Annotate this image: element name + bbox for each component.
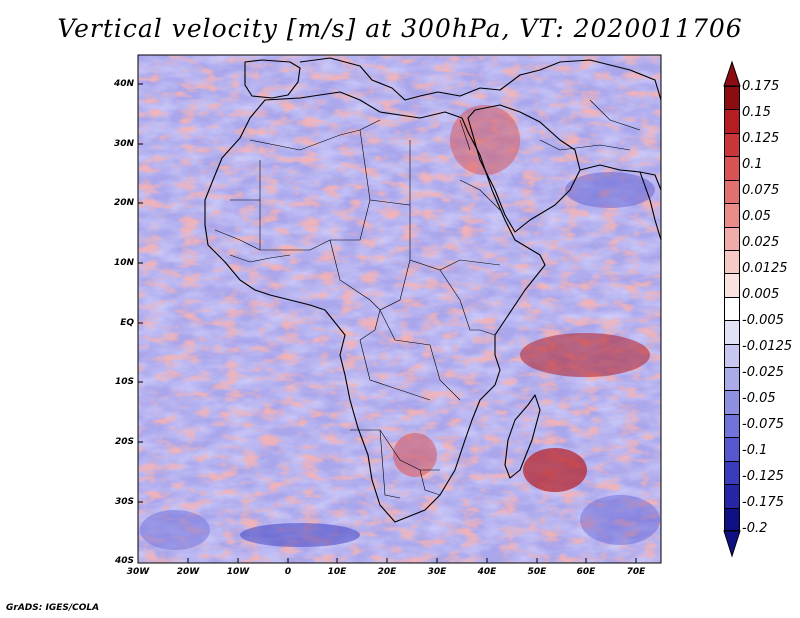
- colorbar-label: 0.1: [742, 157, 763, 172]
- colorbar-label: 0.125: [742, 131, 780, 146]
- lon-label-10e: 10E: [327, 567, 347, 577]
- colorbar-cell: [724, 179, 740, 204]
- lat-label-20n: 20N: [113, 198, 134, 208]
- lat-label-30n: 30N: [113, 139, 134, 149]
- colorbar-cell: [724, 343, 740, 368]
- colorbar-cell: [724, 460, 740, 485]
- colorbar-cell: [724, 437, 740, 461]
- lon-label-30w: 30W: [126, 567, 150, 577]
- colorbar-label: 0.05: [742, 209, 771, 224]
- colorbar-cell: [724, 132, 740, 157]
- chart-title: Vertical velocity [m/s] at 300hPa, VT: 2…: [57, 14, 743, 43]
- colorbar-label: -0.175: [742, 495, 784, 510]
- lat-label-40s: 40S: [114, 556, 134, 566]
- lon-label-0: 0: [284, 567, 292, 577]
- colorbar-cell: [724, 413, 740, 438]
- ascent-region-indian-ocean: [520, 333, 650, 377]
- colorbar-label: 0.0125: [742, 261, 788, 276]
- india-coastline: [639, 171, 662, 241]
- descent-region-south-atlantic: [240, 523, 360, 547]
- colorbar-cell: [724, 367, 740, 391]
- iberia-coastline: [244, 59, 301, 99]
- colorbar-label: -0.075: [742, 417, 784, 432]
- colorbar-label: -0.0125: [742, 339, 793, 354]
- lon-label-60e: 60E: [576, 567, 596, 577]
- ascent-region-red-sea: [450, 105, 520, 175]
- asia-coastline: [579, 164, 662, 191]
- lat-tick-marks: [138, 83, 143, 503]
- lon-label-20w: 20W: [176, 567, 200, 577]
- colorbar-cell: [724, 296, 740, 321]
- colorbar-label: -0.005: [742, 313, 784, 328]
- lon-label-10w: 10W: [226, 567, 250, 577]
- colorbar-label: 0.15: [742, 105, 771, 120]
- lon-label-50e: 50E: [527, 567, 547, 577]
- descent-region-east-indian: [580, 495, 660, 545]
- coastlines: [204, 57, 662, 523]
- descent-region-southwest: [140, 510, 210, 550]
- lat-label-40n: 40N: [113, 79, 134, 89]
- lon-label-30e: 30E: [427, 567, 447, 577]
- colorbar-arrow-high: [723, 60, 741, 87]
- lon-label-70e: 70E: [626, 567, 646, 577]
- colorbar-label: 0.005: [742, 287, 780, 302]
- country-borders: [214, 99, 641, 499]
- colorbar-label: 0.175: [742, 79, 780, 94]
- colorbar-label: -0.025: [742, 365, 784, 380]
- lat-label-10n: 10N: [113, 258, 134, 268]
- colorbar-cell: [724, 390, 740, 414]
- colorbar-cell: [724, 249, 740, 274]
- colorbar-label: 0.075: [742, 183, 780, 198]
- arabia-coastline: [467, 104, 581, 233]
- colorbar-cell: [724, 273, 740, 297]
- colorbar-cell: [724, 226, 740, 250]
- colorbar-cell: [724, 109, 740, 133]
- ascent-region-southern-africa: [393, 433, 437, 477]
- colorbar-label: -0.2: [742, 521, 768, 536]
- europe-coastline: [299, 57, 662, 101]
- ascent-region-madagascar-east: [523, 448, 587, 492]
- grads-credit: GrADS: IGES/COLA: [6, 603, 100, 613]
- madagascar-coastline: [504, 394, 541, 479]
- colorbar-label: -0.1: [742, 443, 768, 458]
- colorbar-label: -0.05: [742, 391, 776, 406]
- lon-label-40e: 40E: [477, 567, 497, 577]
- colorbar-arrow-low: [723, 530, 741, 558]
- colorbar-cell: [724, 86, 740, 110]
- colorbar-cell: [724, 484, 740, 508]
- lon-tick-marks: [187, 558, 637, 563]
- velocity-field-ascent: [138, 55, 661, 563]
- colorbar-cell: [724, 203, 740, 227]
- colorbar-label: -0.125: [742, 469, 784, 484]
- colorbar-cell: [724, 507, 740, 531]
- lat-label-10s: 10S: [114, 377, 134, 387]
- colorbar-cell: [724, 320, 740, 344]
- lat-label-eq: EQ: [120, 318, 134, 328]
- africa-coastline: [204, 91, 546, 523]
- map-frame: [137, 54, 662, 564]
- colorbar-label: 0.025: [742, 235, 780, 250]
- colorbar-cell: [724, 156, 740, 180]
- lon-label-20e: 20E: [377, 567, 397, 577]
- descent-region-arabia: [565, 172, 655, 208]
- lat-label-30s: 30S: [114, 497, 134, 507]
- lat-label-20s: 20S: [114, 437, 134, 447]
